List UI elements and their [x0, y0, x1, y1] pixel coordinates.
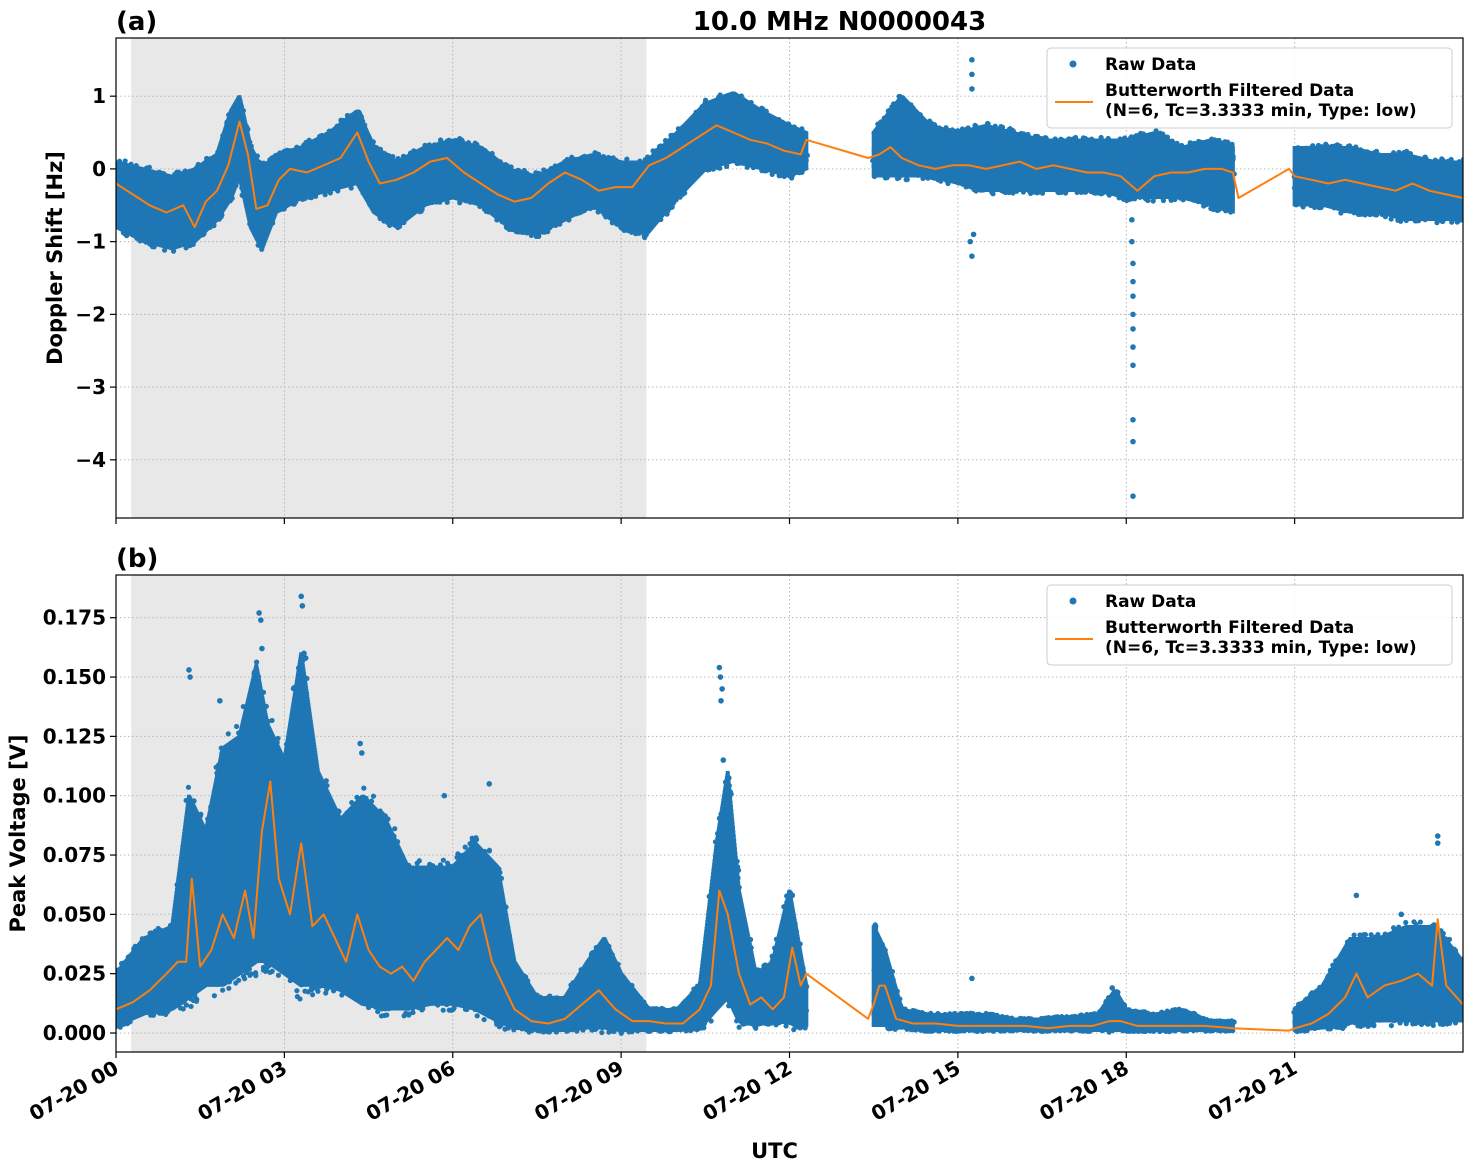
raw-data-point	[201, 230, 207, 236]
raw-data-point	[218, 214, 224, 220]
raw-data-point	[254, 153, 260, 159]
plot-area	[116, 38, 1463, 518]
raw-data-point	[247, 139, 253, 145]
raw-data-point	[390, 153, 396, 160]
raw-data-point	[245, 126, 251, 132]
raw-data-point	[190, 241, 196, 247]
raw-data-point	[229, 195, 235, 201]
raw-data-point	[358, 113, 364, 119]
raw-data-point	[146, 164, 152, 170]
raw-data-point	[658, 216, 664, 223]
raw-data-point	[682, 190, 688, 196]
raw-data-point	[308, 195, 314, 201]
raw-data-point	[642, 234, 648, 241]
night-shading	[131, 38, 647, 518]
raw-data-point	[161, 247, 168, 253]
raw-data-point	[122, 158, 128, 164]
raw-data-point	[377, 146, 384, 152]
raw-data-point	[327, 190, 333, 196]
raw-data-point	[717, 165, 723, 171]
raw-data-point	[211, 223, 217, 229]
raw-data-point	[170, 248, 177, 254]
raw-data-point	[322, 192, 328, 198]
raw-data-point	[348, 185, 354, 191]
raw-data-point	[259, 246, 265, 252]
raw-data-point	[248, 143, 254, 149]
